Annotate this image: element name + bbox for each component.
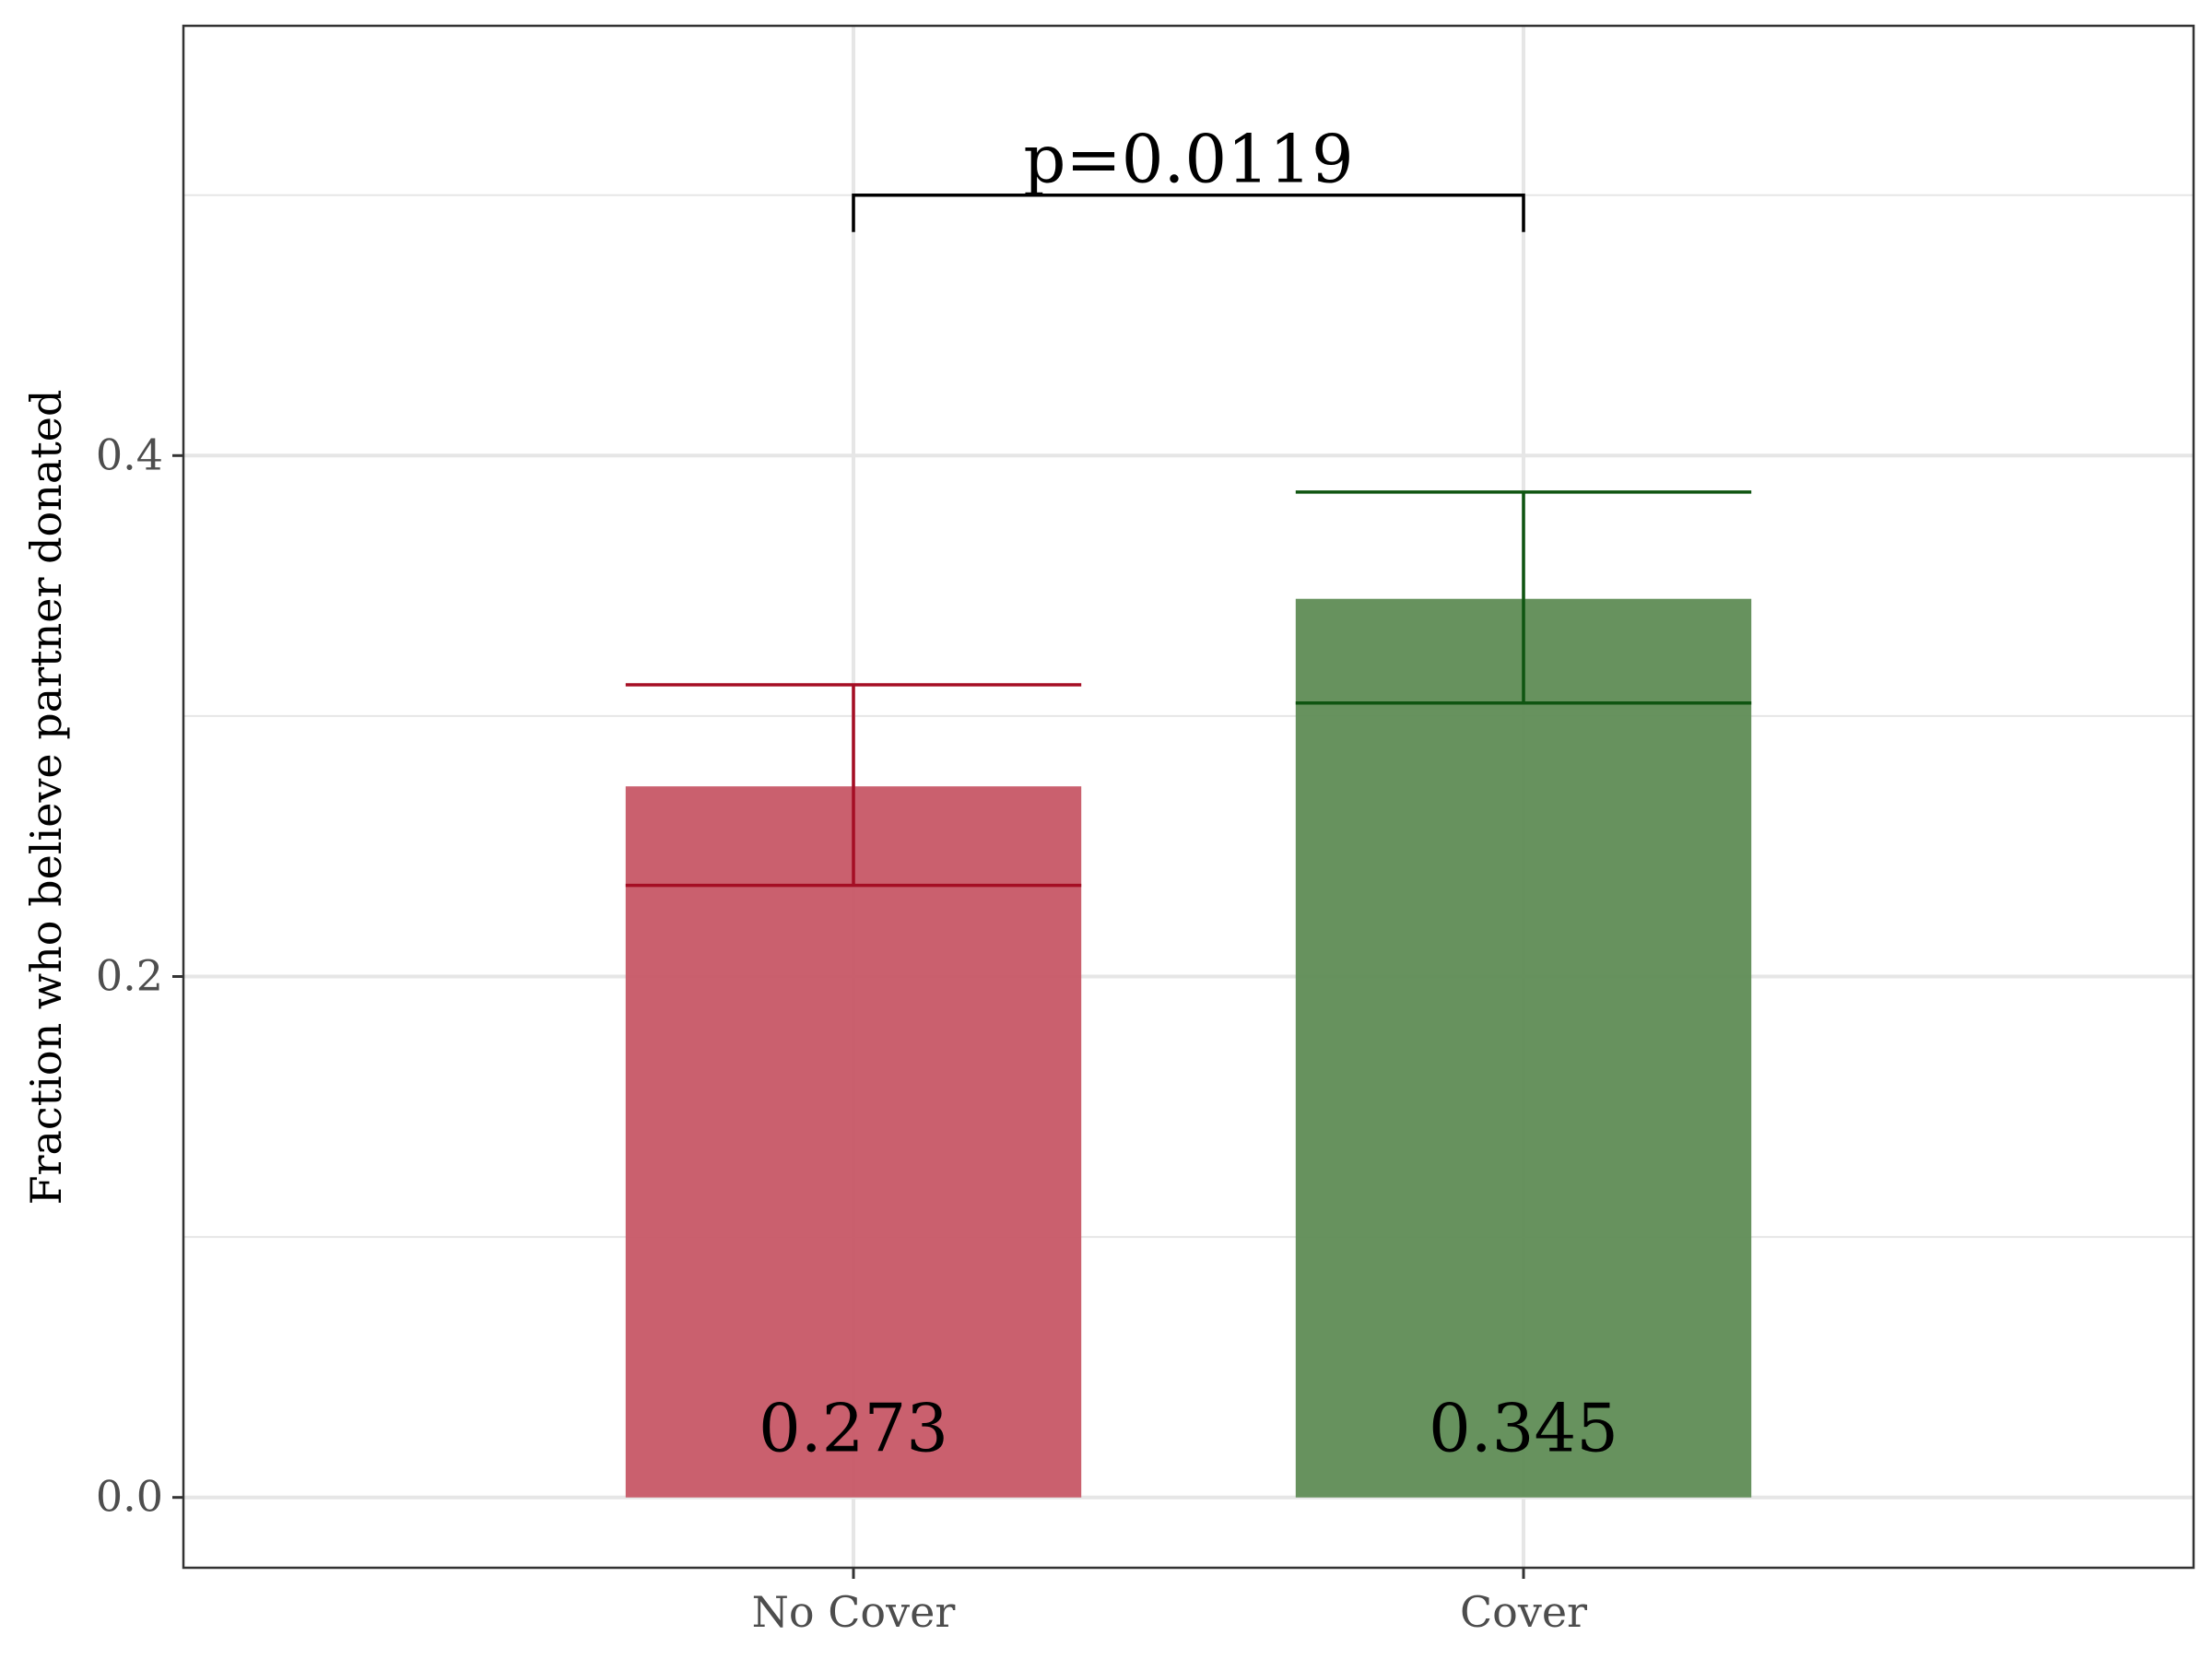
axes: 0.0 0.2 0.4 No Cover Cover: [96, 429, 1587, 1637]
bar-value-label-1: 0.273: [759, 1390, 948, 1467]
error-bars: [625, 490, 1752, 888]
p-value-label: p=0.0119: [1023, 121, 1353, 198]
plot-frame: [182, 24, 2195, 1570]
x-tick-label: Cover: [1460, 1587, 1587, 1637]
y-tick-label: 0.0: [96, 1472, 163, 1522]
x-tick-label: No Cover: [752, 1587, 956, 1637]
bar-2: [1295, 598, 1752, 1498]
bar-1: [625, 786, 1082, 1498]
y-tick-label: 0.2: [96, 950, 163, 1000]
y-tick-label: 0.4: [96, 429, 163, 479]
significance-bracket-line: [852, 193, 1525, 232]
bar-value-label-2: 0.345: [1429, 1390, 1618, 1467]
y-axis-title: Fraction who believe partner donated: [21, 390, 71, 1206]
significance-bracket: p=0.0119: [852, 121, 1525, 232]
bars: 0.273 0.345: [625, 598, 1752, 1498]
